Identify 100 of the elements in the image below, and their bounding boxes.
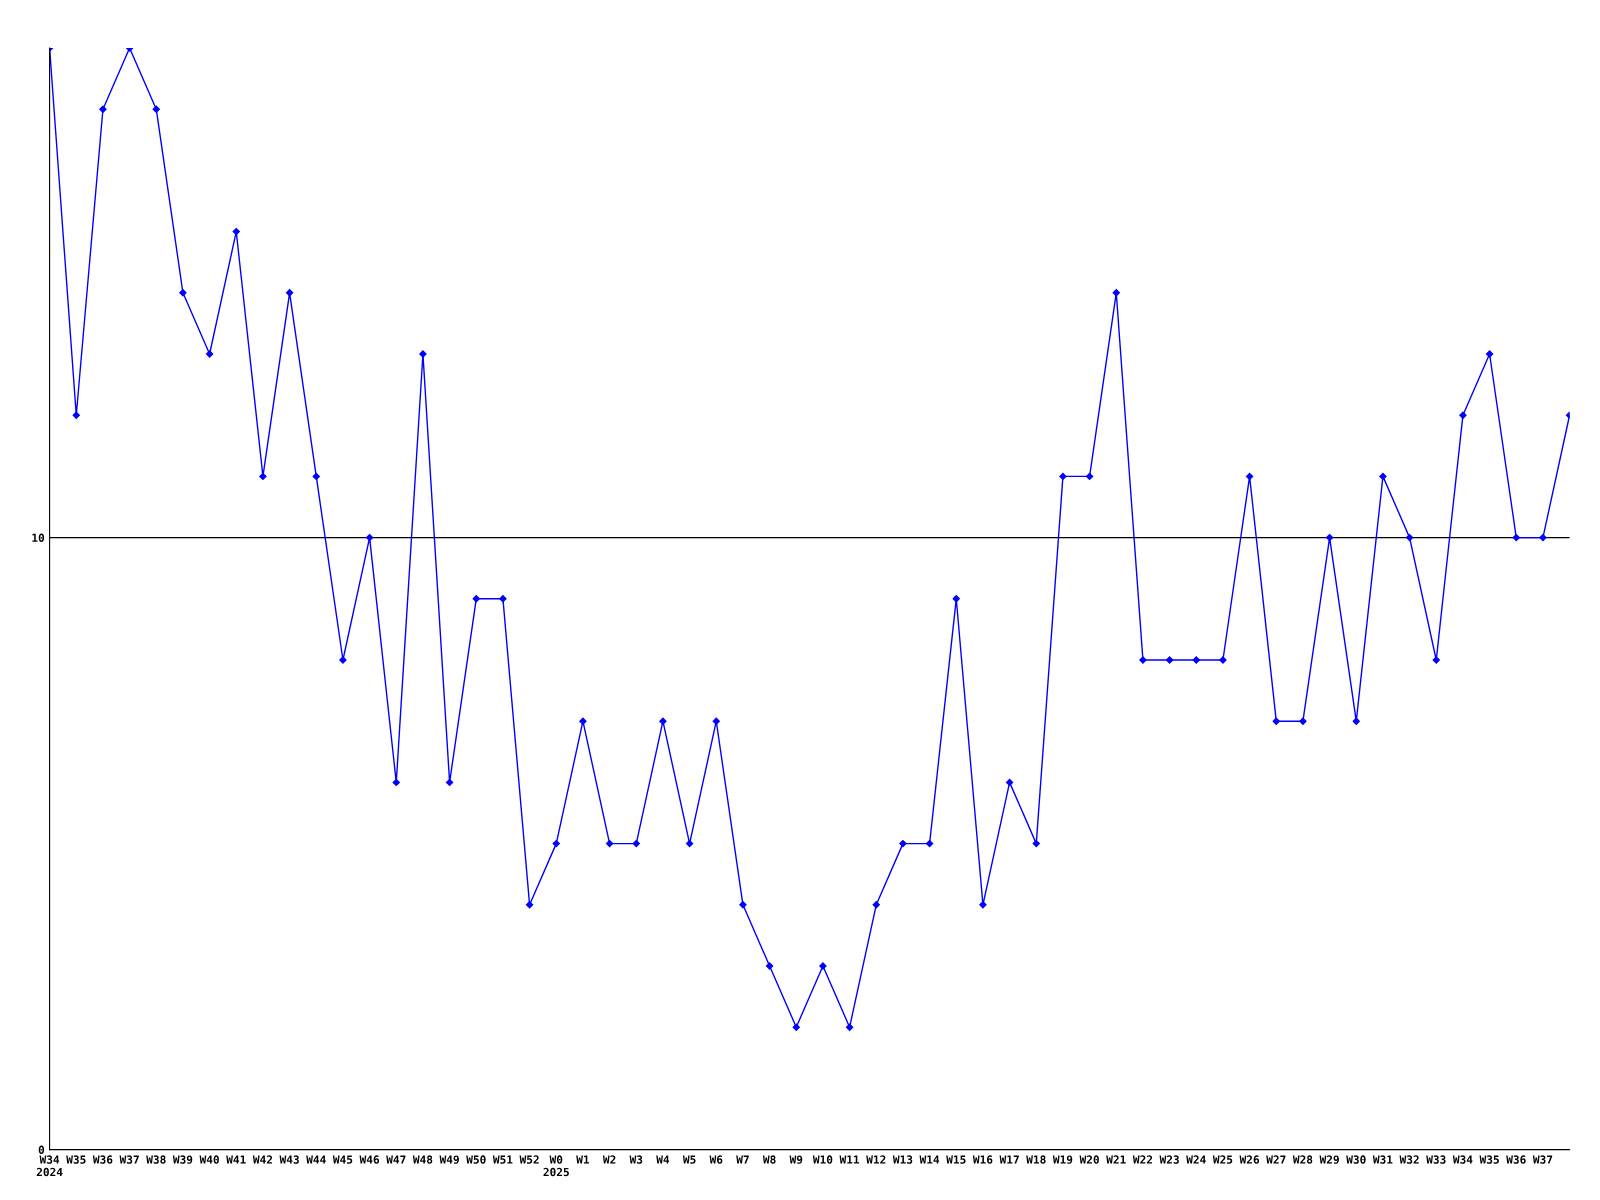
point	[499, 595, 507, 603]
point	[552, 839, 560, 848]
point	[339, 656, 347, 664]
x-tick-label: W21	[1106, 1155, 1126, 1164]
x-tick-label: W20	[1079, 1155, 1099, 1164]
x-tick-label: W7	[736, 1155, 749, 1164]
x-tick-label: W13	[892, 1155, 913, 1164]
point	[445, 778, 454, 787]
point	[739, 901, 747, 909]
x-tick-label: W19	[1052, 1155, 1073, 1164]
x-tick-label: W37	[119, 1155, 139, 1164]
x-tick-label: W18	[1026, 1155, 1046, 1164]
point	[285, 289, 294, 297]
x-tick-label: W34 2024	[36, 1155, 63, 1177]
point	[472, 595, 480, 603]
point	[525, 901, 534, 909]
x-tick-label: W30	[1346, 1155, 1366, 1164]
point	[1165, 656, 1174, 664]
point	[1432, 656, 1440, 664]
point	[845, 1023, 854, 1031]
point	[1192, 656, 1200, 664]
point	[1059, 472, 1067, 481]
x-tick-label: W6	[709, 1155, 723, 1164]
x-tick-label: W33	[1426, 1155, 1446, 1164]
point	[1512, 533, 1520, 542]
point	[899, 839, 907, 848]
point	[1352, 717, 1360, 725]
x-tick-label: W4	[656, 1155, 670, 1164]
point	[1272, 717, 1280, 725]
point	[1299, 717, 1307, 725]
point	[659, 717, 667, 725]
point	[1325, 533, 1334, 542]
point	[872, 901, 880, 909]
point	[1085, 472, 1094, 481]
point	[632, 839, 640, 848]
point	[792, 1023, 800, 1031]
x-tick-label: W12	[866, 1155, 886, 1164]
y-tick-label: 10	[32, 533, 45, 542]
point	[365, 533, 374, 542]
point	[419, 350, 427, 358]
x-tick-label: W2	[602, 1155, 616, 1164]
x-tick-label: W27	[1266, 1155, 1286, 1164]
point	[179, 289, 187, 297]
x-tick-label: W39	[172, 1155, 193, 1164]
x-tick-label: W46	[359, 1155, 380, 1164]
x-tick-label: W23	[1159, 1155, 1179, 1164]
x-tick-label: W31	[1372, 1155, 1393, 1164]
x-tick-label: W40	[199, 1155, 219, 1164]
x-tick-label: W52	[519, 1155, 539, 1164]
point	[605, 839, 614, 848]
x-tick-label: W29	[1319, 1155, 1339, 1164]
x-tick-label: W3	[629, 1155, 643, 1164]
x-tick-label: W22	[1132, 1155, 1153, 1164]
x-tick-label: W44	[306, 1155, 326, 1164]
point	[819, 962, 827, 970]
x-tick-label: W0 2025	[543, 1155, 569, 1177]
x-tick-label: W14	[919, 1155, 940, 1164]
x-tick-label: W1	[576, 1155, 590, 1164]
x-tick-label: W15	[946, 1155, 966, 1164]
point	[1539, 533, 1547, 542]
point	[685, 839, 694, 848]
point	[312, 472, 320, 481]
point	[152, 105, 160, 113]
x-tick-label: W9	[789, 1155, 803, 1164]
x-tick-label: W38	[146, 1155, 166, 1164]
x-tick-label: W11	[839, 1155, 860, 1164]
x-tick-label: W51	[492, 1155, 513, 1164]
point	[1139, 656, 1147, 664]
x-tick-label: W17	[999, 1155, 1019, 1164]
point	[979, 901, 987, 909]
x-tick-label: W25	[1212, 1155, 1233, 1164]
point	[72, 411, 80, 419]
point	[1112, 289, 1120, 297]
point	[1245, 472, 1254, 481]
point	[925, 839, 934, 848]
point	[712, 717, 720, 725]
x-tick-label: W35	[66, 1155, 86, 1164]
point	[1405, 533, 1414, 542]
x-tick-label: W47	[386, 1155, 406, 1164]
x-tick-label: W49	[439, 1155, 459, 1164]
x-tick-label: W28	[1292, 1155, 1313, 1164]
point	[205, 350, 214, 358]
point	[1219, 656, 1227, 664]
point	[579, 717, 587, 725]
point	[232, 227, 240, 236]
x-tick-label: W24	[1186, 1155, 1206, 1164]
x-tick-label: W36	[1506, 1155, 1526, 1164]
x-tick-label: W5	[682, 1155, 696, 1164]
point	[1459, 411, 1467, 419]
x-tick-label: W8	[762, 1155, 776, 1164]
point	[1005, 778, 1014, 787]
x-tick-label: W41	[226, 1155, 246, 1164]
x-tick-label: W16	[972, 1155, 993, 1164]
x-tick-label: W36	[92, 1155, 113, 1164]
point	[1485, 350, 1494, 358]
point	[392, 778, 400, 787]
x-tick-label: W10	[812, 1155, 833, 1164]
point	[1032, 839, 1040, 848]
point	[99, 105, 107, 113]
x-tick-label: W43	[279, 1155, 299, 1164]
